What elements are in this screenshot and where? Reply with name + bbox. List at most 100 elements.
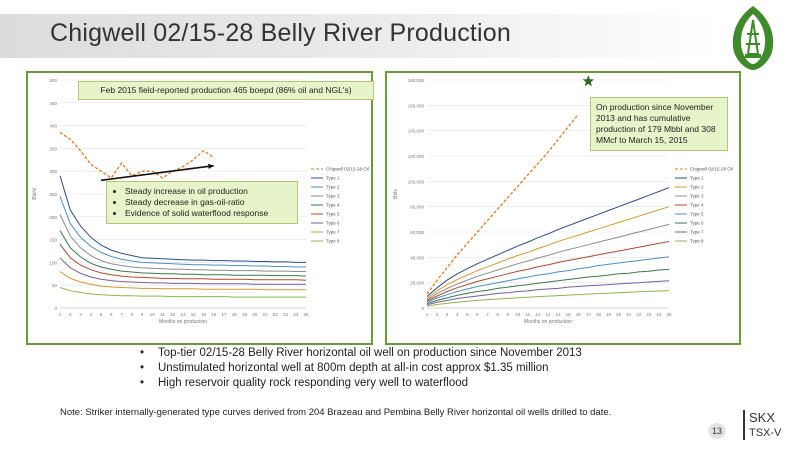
key-point: Unstimulated horizontal well at 800m dep… xyxy=(140,361,582,376)
x-tick-label: 18 xyxy=(596,312,602,317)
x-tick-label: 3 xyxy=(446,312,449,317)
well-production-line xyxy=(426,113,579,295)
y-axis-label: Bbls xyxy=(393,189,399,199)
x-tick-label: 3 xyxy=(79,312,82,317)
x-tick-label: 4 xyxy=(89,312,92,317)
x-tick-label: 16 xyxy=(576,312,582,317)
x-tick-label: 25 xyxy=(666,312,672,317)
x-axis-label: Months on production xyxy=(524,319,572,325)
y-tick-label: 40,000 xyxy=(410,255,424,260)
y-tick-label: 300 xyxy=(49,169,57,174)
type-curve-line xyxy=(59,287,306,298)
x-tick-label: 6 xyxy=(110,312,113,317)
type-curve-line xyxy=(426,223,670,301)
x-tick-label: 12 xyxy=(170,312,176,317)
y-axis-label: Bbl/d xyxy=(32,188,38,200)
x-tick-label: 21 xyxy=(262,312,268,317)
x-tick-label: 14 xyxy=(191,312,197,317)
y-tick-label: 20,000 xyxy=(410,281,424,286)
legend-entry: Type 1 xyxy=(326,176,340,181)
x-tick-label: 15 xyxy=(566,312,572,317)
legend-entry: Type 7 xyxy=(326,230,340,235)
type-curve-line xyxy=(426,206,670,299)
x-tick-label: 4 xyxy=(456,312,459,317)
type-curve-line xyxy=(426,280,670,306)
x-tick-label: 14 xyxy=(556,312,562,317)
x-tick-label: 6 xyxy=(476,312,479,317)
title-band: Chigwell 02/15-28 Belly River Production xyxy=(0,14,720,58)
legend-entry: Type 8 xyxy=(326,239,340,244)
footnote: Note: Striker internally-generated type … xyxy=(60,407,612,418)
type-curve-line xyxy=(59,243,307,281)
cumulative-callout: On production since November 2013 and ha… xyxy=(590,97,728,151)
x-tick-label: 11 xyxy=(160,312,165,317)
ticker-exchange: TSX-V xyxy=(749,427,782,439)
y-tick-label: 350 xyxy=(49,146,57,151)
daily-production-chart: 0 50 100 150 200 250 300 350 400 450 500 1 2 3 4 5 6 7 8 9 1… xyxy=(26,71,374,345)
x-tick-label: 7 xyxy=(120,312,123,317)
x-tick-label: 24 xyxy=(656,312,662,317)
page-number: 13 xyxy=(708,423,726,439)
y-tick-label: 50 xyxy=(52,283,58,288)
x-tick-label: 20 xyxy=(252,312,258,317)
x-tick-label: 16 xyxy=(211,312,217,317)
x-tick-label: 9 xyxy=(506,312,509,317)
x-tick-label: 8 xyxy=(130,312,133,317)
trend-arrow-head xyxy=(208,163,214,169)
x-axis-label: Months on production xyxy=(159,319,207,325)
x-tick-label: 22 xyxy=(636,312,642,317)
legend-entry: Type 4 xyxy=(326,203,340,208)
y-tick-label: 100,000 xyxy=(408,179,425,184)
y-tick-label: 160,000 xyxy=(408,103,425,108)
x-tick-label: 1 xyxy=(59,312,62,317)
legend-entry: Type 5 xyxy=(690,212,704,217)
x-tick-label: 1 xyxy=(426,312,429,317)
x-tick-label: 10 xyxy=(150,312,156,317)
legend-entry: Type 3 xyxy=(690,194,704,199)
ticker-divider xyxy=(743,410,745,440)
y-tick-label: 80,000 xyxy=(410,205,424,210)
y-tick-label: 500 xyxy=(49,78,57,83)
y-tick-label: 140,000 xyxy=(408,129,425,134)
trend-item: Steady increase in oil production xyxy=(125,186,291,197)
key-point: Top-tier 02/15-28 Belly River horizontal… xyxy=(140,346,582,361)
y-tick-label: 0 xyxy=(421,306,424,311)
type-curve-line xyxy=(426,256,670,303)
x-tick-label: 13 xyxy=(545,312,551,317)
x-tick-label: 18 xyxy=(232,312,238,317)
well-production-line xyxy=(59,131,215,179)
x-tick-label: 2 xyxy=(436,312,439,317)
key-points-list: Top-tier 02/15-28 Belly River horizontal… xyxy=(140,346,582,391)
x-tick-label: 23 xyxy=(646,312,652,317)
legend-entry: Type 2 xyxy=(690,185,704,190)
legend-entry: Chigwell 02/15-28 Oil xyxy=(326,167,369,172)
y-tick-label: 100 xyxy=(49,260,57,265)
y-tick-label: 60,000 xyxy=(410,230,424,235)
cumulative-production-chart: 0 20,000 40,000 60,000 80,000 100,000 120,000 1… xyxy=(385,71,741,345)
production-callout: Feb 2015 field-reported production 465 b… xyxy=(78,81,374,100)
legend-entry: Type 7 xyxy=(690,230,704,235)
x-tick-label: 25 xyxy=(303,312,309,317)
y-tick-label: 400 xyxy=(49,124,57,129)
legend-entry: Type 1 xyxy=(690,176,704,181)
legend-entry: Type 6 xyxy=(326,221,340,226)
x-tick-label: 13 xyxy=(180,312,186,317)
trend-arrow xyxy=(100,164,214,182)
legend-entry: Type 5 xyxy=(326,212,340,217)
x-tick-label: 23 xyxy=(283,312,289,317)
type-curve-line xyxy=(59,175,306,263)
x-tick-label: 11 xyxy=(525,312,530,317)
x-tick-label: 24 xyxy=(293,312,299,317)
x-tick-label: 9 xyxy=(141,312,144,317)
type-curve-line xyxy=(59,196,306,268)
legend-entry: Type 8 xyxy=(690,239,704,244)
legend-entry: Chigwell 02/15-28 Oil xyxy=(690,167,733,172)
y-tick-label: 450 xyxy=(49,101,57,106)
x-tick-label: 22 xyxy=(273,312,279,317)
x-tick-label: 10 xyxy=(515,312,521,317)
x-tick-label: 21 xyxy=(626,312,632,317)
legend-entry: Type 6 xyxy=(690,221,704,226)
x-tick-label: 12 xyxy=(535,312,541,317)
x-tick-label: 19 xyxy=(606,312,612,317)
x-tick-label: 15 xyxy=(201,312,207,317)
